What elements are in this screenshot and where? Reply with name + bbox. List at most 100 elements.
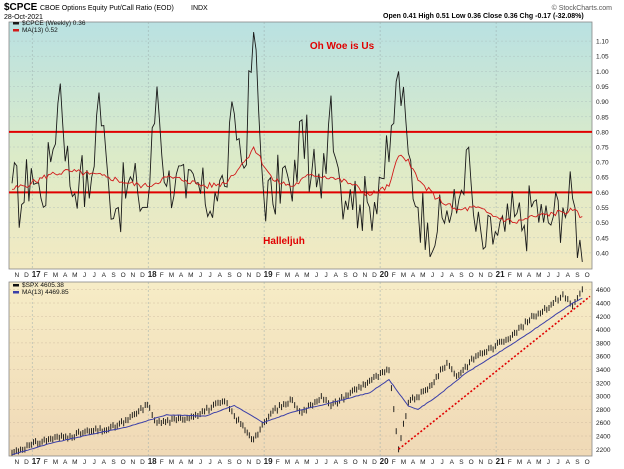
x-tick-label: A — [179, 272, 184, 279]
x-tick-label: D — [488, 272, 493, 279]
x-tick-label: D — [140, 272, 145, 279]
x-tick-label: F — [44, 459, 48, 466]
x-tick-label: S — [227, 272, 232, 279]
x-tick-label: N — [246, 272, 251, 279]
x-tick-label: 20 — [380, 270, 389, 279]
x-tick-label: A — [334, 459, 339, 466]
x-tick-label: J — [199, 272, 202, 279]
x-tick-label: M — [536, 459, 541, 466]
x-tick-label: F — [160, 459, 164, 466]
header-symbol: $CPCE — [4, 2, 38, 13]
legend-swatch — [13, 22, 19, 25]
x-tick-label: O — [469, 272, 474, 279]
x-tick-label: O — [585, 459, 590, 466]
x-tick-label: M — [420, 459, 425, 466]
x-tick-label: A — [295, 272, 300, 279]
x-tick-label: F — [44, 272, 48, 279]
bottom-panel-legend: $SPX 4605.38MA(13) 4469.85 — [13, 282, 69, 296]
x-tick-label: J — [324, 459, 327, 466]
x-tick-label: N — [362, 272, 367, 279]
x-tick-label: J — [208, 272, 211, 279]
x-tick-label: J — [315, 459, 318, 466]
y-tick-label: 2200 — [596, 447, 611, 454]
x-tick-label: 17 — [32, 270, 41, 279]
x-tick-label: F — [508, 459, 512, 466]
y-tick-label: 0.80 — [596, 129, 609, 136]
x-tick-label: M — [517, 459, 522, 466]
x-tick-label: J — [83, 459, 86, 466]
y-tick-label: 0.65 — [596, 175, 609, 182]
x-tick-label: J — [547, 272, 550, 279]
y-tick-label: 4600 — [596, 287, 611, 294]
x-tick-label: S — [111, 459, 116, 466]
bottom-panel-y-ticks: 4600440042004000380036003400320030002800… — [596, 287, 611, 454]
x-tick-label: O — [353, 272, 358, 279]
x-tick-label: A — [527, 272, 532, 279]
x-tick-label: D — [140, 459, 145, 466]
legend-ma: MA(13) 0.52 — [22, 27, 58, 34]
x-tick-label: F — [508, 272, 512, 279]
x-tick-label: N — [478, 459, 483, 466]
y-tick-label: 3400 — [596, 367, 611, 374]
legend-swatch — [13, 284, 19, 287]
y-tick-label: 0.40 — [596, 250, 609, 257]
x-tick-label: A — [218, 459, 223, 466]
x-tick-label: M — [401, 272, 406, 279]
x-tick-label: M — [169, 459, 174, 466]
y-tick-label: 4400 — [596, 301, 611, 308]
x-tick-label: D — [256, 459, 261, 466]
x-tick-label: D — [24, 272, 29, 279]
x-tick-label: M — [53, 459, 58, 466]
x-tick-label: M — [188, 459, 193, 466]
x-tick-label: 19 — [264, 457, 273, 466]
x-tick-label: J — [440, 459, 443, 466]
x-tick-label: A — [102, 459, 107, 466]
x-tick-label: J — [440, 272, 443, 279]
y-tick-label: 0.45 — [596, 235, 609, 242]
legend-spx-ma: MA(13) 4469.85 — [22, 289, 69, 296]
x-tick-label: M — [536, 272, 541, 279]
legend-spx: $SPX 4605.38 — [22, 282, 64, 289]
x-tick-label: J — [547, 459, 550, 466]
x-tick-label: A — [566, 459, 571, 466]
x-tick-label: S — [575, 272, 580, 279]
x-tick-label: A — [411, 459, 416, 466]
x-tick-label: O — [237, 459, 242, 466]
x-tick-label: F — [160, 272, 164, 279]
x-tick-label: J — [556, 272, 559, 279]
x-tick-label: M — [188, 272, 193, 279]
y-tick-label: 1.10 — [596, 39, 609, 46]
x-tick-label: D — [256, 272, 261, 279]
header-exchange: INDX — [191, 5, 208, 12]
x-tick-label: D — [372, 272, 377, 279]
x-tick-label: J — [208, 459, 211, 466]
x-tick-label: N — [246, 459, 251, 466]
x-tick-label: 17 — [32, 457, 41, 466]
x-tick-label: J — [556, 459, 559, 466]
x-tick-label: J — [83, 272, 86, 279]
x-tick-label: S — [459, 459, 464, 466]
header-ohlc: Open 0.41 High 0.51 Low 0.36 Close 0.36 … — [383, 13, 584, 20]
x-tick-label: 20 — [380, 457, 389, 466]
x-tick-label: O — [237, 272, 242, 279]
x-tick-label: O — [353, 459, 358, 466]
y-tick-label: 4200 — [596, 314, 611, 321]
x-tick-label: M — [169, 272, 174, 279]
x-tick-label: A — [334, 272, 339, 279]
x-tick-label: J — [431, 272, 434, 279]
y-tick-label: 0.85 — [596, 114, 609, 121]
x-tick-label: D — [488, 459, 493, 466]
x-tick-label: S — [343, 459, 348, 466]
y-tick-label: 1.05 — [596, 54, 609, 61]
x-tick-label: M — [304, 459, 309, 466]
x-tick-label: D — [24, 459, 29, 466]
x-tick-label: M — [420, 272, 425, 279]
x-tick-label: A — [450, 459, 455, 466]
x-tick-label: A — [102, 272, 107, 279]
x-tick-label: S — [575, 459, 580, 466]
x-tick-label: S — [111, 272, 116, 279]
x-tick-label: O — [585, 272, 590, 279]
top-panel-y-ticks: 1.101.051.000.950.900.850.800.750.700.65… — [596, 39, 609, 258]
x-tick-label: A — [179, 459, 184, 466]
